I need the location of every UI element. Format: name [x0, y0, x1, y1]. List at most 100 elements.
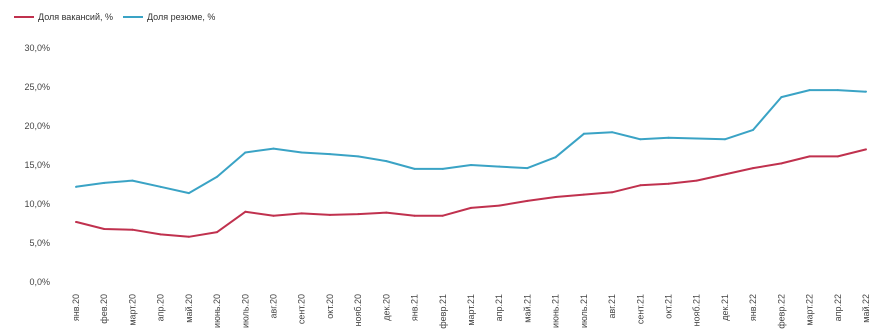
data-point: [865, 90, 867, 93]
y-tick-label: 0,0%: [29, 277, 50, 287]
data-point: [639, 138, 642, 141]
data-point: [808, 155, 811, 158]
data-point: [470, 206, 472, 209]
legend: Доля вакансий, % Доля резюме, %: [14, 10, 225, 24]
x-tick-label: март.22: [805, 294, 815, 326]
data-point: [413, 167, 416, 170]
legend-swatch-resumes: [122, 16, 143, 18]
data-point: [385, 211, 388, 214]
series-line-0: [75, 148, 867, 238]
data-point: [695, 179, 698, 182]
data-point: [244, 151, 247, 154]
y-tick-label: 15,0%: [24, 160, 50, 170]
y-tick-label: 10,0%: [24, 199, 50, 209]
series-line-1: [75, 89, 867, 195]
x-tick-label: дек.21: [720, 294, 730, 321]
data-point: [385, 160, 388, 163]
legend-swatch-vacancies: [14, 16, 34, 18]
legend-label-resumes: Доля резюме, %: [146, 12, 216, 22]
x-tick-label: сент.21: [635, 294, 645, 324]
data-point: [498, 204, 501, 207]
x-tick-label: янв.21: [410, 294, 420, 321]
x-tick-label: май.20: [184, 294, 194, 323]
data-point: [695, 137, 698, 140]
x-tick-label: окт.20: [325, 294, 335, 319]
data-point: [357, 155, 360, 158]
x-tick-label: июнь.21: [551, 294, 561, 328]
x-tick-label: окт.21: [664, 294, 674, 319]
x-tick-label: июнь.20: [212, 294, 222, 328]
x-tick-label: дек.20: [381, 294, 391, 321]
data-point: [752, 128, 755, 131]
data-point: [103, 181, 106, 184]
y-tick-label: 30,0%: [24, 43, 50, 53]
data-point: [611, 131, 614, 134]
data-point: [75, 185, 77, 188]
y-tick-label: 20,0%: [24, 121, 50, 131]
data-point: [780, 162, 783, 165]
data-point: [75, 220, 77, 223]
data-point: [187, 235, 190, 238]
x-tick-label: март.20: [127, 294, 137, 326]
data-point: [582, 132, 585, 135]
x-tick-label: авг.20: [269, 294, 279, 318]
data-point: [836, 89, 839, 92]
data-point: [131, 179, 134, 182]
x-tick-label: апр.20: [156, 294, 166, 321]
x-tick-label: янв.20: [71, 294, 81, 321]
data-point: [554, 195, 557, 198]
data-point: [187, 192, 190, 195]
x-tick-label: нояб.21: [692, 294, 702, 327]
data-point: [582, 193, 585, 196]
data-point: [328, 153, 331, 156]
x-tick-label: янв.22: [748, 294, 758, 321]
x-tick-label: май.22: [861, 294, 871, 323]
x-tick-label: июль.21: [579, 294, 589, 328]
data-point: [639, 184, 642, 187]
y-tick-label: 5,0%: [29, 238, 50, 248]
data-point: [300, 212, 303, 215]
data-point: [131, 228, 134, 231]
data-point: [357, 213, 360, 216]
data-point: [244, 210, 247, 213]
legend-item-vacancies: Доля вакансий, %: [14, 12, 113, 22]
data-point: [611, 191, 614, 194]
x-tick-label: фев.20: [99, 294, 109, 324]
x-tick-label: февр.22: [776, 294, 786, 329]
x-tick-label: апр.22: [833, 294, 843, 321]
data-point: [216, 231, 219, 234]
data-point: [780, 96, 783, 99]
data-point: [103, 227, 106, 230]
data-point: [865, 148, 867, 151]
data-point: [216, 175, 219, 178]
data-point: [272, 214, 275, 217]
data-point: [498, 165, 501, 168]
legend-label-vacancies: Доля вакансий, %: [38, 12, 113, 22]
data-point: [413, 214, 416, 217]
x-tick-label: май.21: [522, 294, 532, 323]
data-point: [667, 136, 670, 139]
data-point: [554, 156, 557, 159]
x-tick-label: апр.21: [494, 294, 504, 321]
data-point: [470, 164, 472, 166]
data-point: [723, 138, 726, 141]
data-point: [441, 214, 444, 217]
data-point: [272, 147, 275, 150]
data-point: [526, 167, 529, 170]
legend-item-resumes: Доля резюме, %: [122, 12, 216, 22]
data-point: [752, 167, 755, 170]
x-tick-label: сент.20: [297, 294, 307, 324]
data-point: [836, 155, 839, 158]
data-point: [667, 182, 670, 185]
x-tick-label: март.21: [466, 294, 476, 326]
data-point: [300, 151, 303, 154]
data-point: [159, 185, 162, 188]
data-point: [328, 213, 331, 216]
data-point: [441, 167, 444, 170]
data-point: [159, 233, 162, 236]
x-tick-label: авг.21: [607, 294, 617, 318]
y-tick-label: 25,0%: [24, 82, 50, 92]
x-tick-label: июль.20: [240, 294, 250, 328]
x-tick-label: февр.21: [438, 294, 448, 329]
